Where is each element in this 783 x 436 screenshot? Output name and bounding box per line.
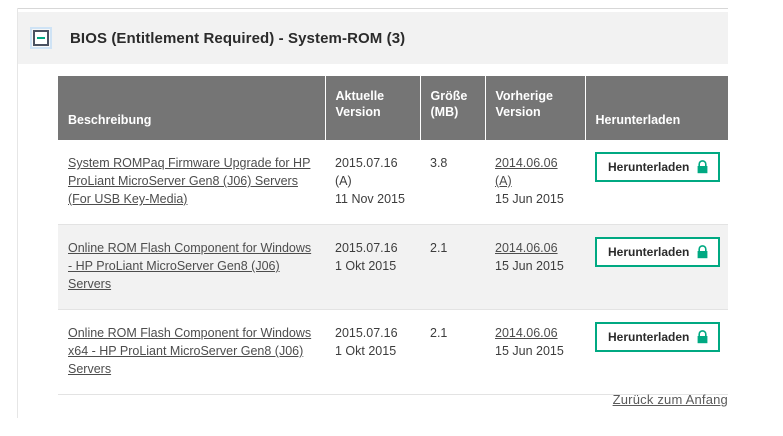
- lock-icon: [696, 245, 709, 259]
- current-version-value: 2015.07.16: [335, 326, 398, 340]
- table-row: System ROMPaq Firmware Upgrade for HP Pr…: [58, 140, 728, 225]
- cell-previous-version: 2014.06.06 15 Jun 2015: [485, 224, 585, 310]
- current-version-value: 2015.07.16 (A): [335, 156, 398, 188]
- firmware-link[interactable]: Online ROM Flash Component for Windows x…: [68, 326, 312, 376]
- cell-current-version: 2015.07.16 1 Okt 2015: [325, 309, 420, 395]
- firmware-table: Beschreibung Aktuelle Version Größe (MB)…: [58, 76, 728, 395]
- current-version-value: 2015.07.16: [335, 241, 398, 255]
- current-version-date: 1 Okt 2015: [335, 344, 397, 358]
- download-button[interactable]: Herunterladen: [595, 237, 721, 267]
- table-head: Beschreibung Aktuelle Version Größe (MB)…: [58, 76, 728, 140]
- back-to-top-link[interactable]: Zurück zum Anfang: [612, 392, 728, 407]
- cell-size: 2.1: [420, 224, 485, 310]
- firmware-link[interactable]: System ROMPaq Firmware Upgrade for HP Pr…: [68, 156, 311, 206]
- cell-current-version: 2015.07.16 1 Okt 2015: [325, 224, 420, 310]
- download-button[interactable]: Herunterladen: [595, 152, 721, 182]
- download-button-label: Herunterladen: [608, 330, 690, 344]
- previous-version-date: 15 Jun 2015: [495, 192, 564, 206]
- cell-description: Online ROM Flash Component for Windows x…: [58, 309, 325, 395]
- minus-square-icon[interactable]: [30, 27, 52, 49]
- current-version-date: 1 Okt 2015: [335, 259, 397, 273]
- download-button-label: Herunterladen: [608, 160, 690, 174]
- previous-version-date: 15 Jun 2015: [495, 344, 564, 358]
- cell-description: Online ROM Flash Component for Windows -…: [58, 224, 325, 310]
- minus-square-box: [33, 30, 49, 46]
- minus-glyph: [37, 37, 45, 39]
- cell-previous-version: 2014.06.06 15 Jun 2015: [485, 309, 585, 395]
- table-body: System ROMPaq Firmware Upgrade for HP Pr…: [58, 140, 728, 395]
- previous-version-link[interactable]: 2014.06.06: [495, 241, 558, 255]
- lock-icon: [696, 160, 709, 174]
- column-header-description: Beschreibung: [58, 76, 326, 140]
- cell-current-version: 2015.07.16 (A) 11 Nov 2015: [325, 140, 420, 225]
- column-header-previous-version: Vorherige Version: [485, 76, 586, 140]
- cell-description: System ROMPaq Firmware Upgrade for HP Pr…: [58, 140, 325, 225]
- lock-icon: [696, 330, 709, 344]
- table-row: Online ROM Flash Component for Windows -…: [58, 224, 728, 310]
- cell-previous-version: 2014.06.06 (A) 15 Jun 2015: [485, 140, 585, 225]
- left-border: [17, 8, 18, 418]
- column-header-download: Herunterladen: [585, 76, 728, 140]
- previous-version-link[interactable]: 2014.06.06: [495, 326, 558, 340]
- table-header-row: Beschreibung Aktuelle Version Größe (MB)…: [58, 76, 728, 140]
- accordion-title: BIOS (Entitlement Required) - System-ROM…: [70, 29, 406, 47]
- column-header-current-version: Aktuelle Version: [325, 76, 421, 140]
- cell-size: 2.1: [420, 309, 485, 395]
- accordion-header-bios[interactable]: BIOS (Entitlement Required) - System-ROM…: [18, 12, 728, 64]
- firmware-link[interactable]: Online ROM Flash Component for Windows -…: [68, 241, 312, 291]
- cell-size: 3.8: [420, 140, 485, 225]
- column-header-size: Größe (MB): [420, 76, 486, 140]
- cell-download: Herunterladen: [585, 309, 728, 395]
- download-button[interactable]: Herunterladen: [595, 322, 721, 352]
- current-version-date: 11 Nov 2015: [335, 192, 405, 206]
- table-row: Online ROM Flash Component for Windows x…: [58, 309, 728, 395]
- cell-download: Herunterladen: [585, 140, 728, 225]
- cell-download: Herunterladen: [585, 224, 728, 310]
- top-divider: [17, 8, 728, 9]
- previous-version-date: 15 Jun 2015: [495, 259, 564, 273]
- download-button-label: Herunterladen: [608, 245, 690, 259]
- previous-version-link[interactable]: 2014.06.06 (A): [495, 156, 558, 188]
